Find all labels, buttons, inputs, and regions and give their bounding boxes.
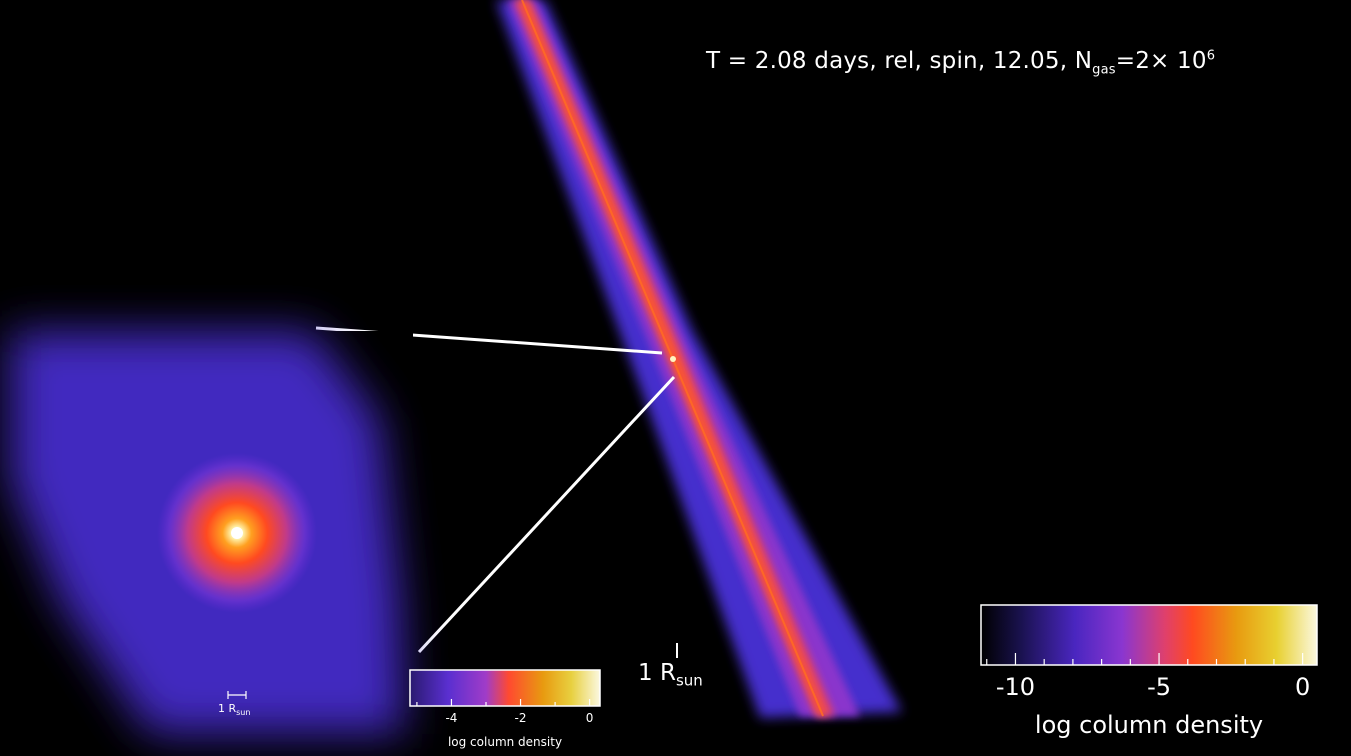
main-colorbar [981,605,1317,665]
inset-colorbar [410,670,600,706]
main-colorbar-label: log column density [981,711,1317,739]
main-colorbar-tick-label: 0 [1273,673,1333,701]
debris-stream [496,0,902,718]
main-colorbar-tick-label: -10 [985,673,1045,701]
stream-core [670,356,676,362]
inset-scale-label: 1 Rsun [218,702,250,717]
figure-title: T = 2.08 days, rel, spin, 12.05, Ngas=2×… [706,48,1215,78]
inset-colorbar-tick-label: 0 [560,711,620,725]
inset-panel [8,331,413,734]
main-colorbar-tick-label: -5 [1129,673,1189,701]
inset-colorbar-label: log column density [410,735,600,749]
inset-colorbar-tick-label: -4 [421,711,481,725]
main-scale-label: 1 Rsun [638,660,703,690]
zoom-line-bottom [419,377,674,652]
inset-colorbar-tick-label: -2 [491,711,551,725]
